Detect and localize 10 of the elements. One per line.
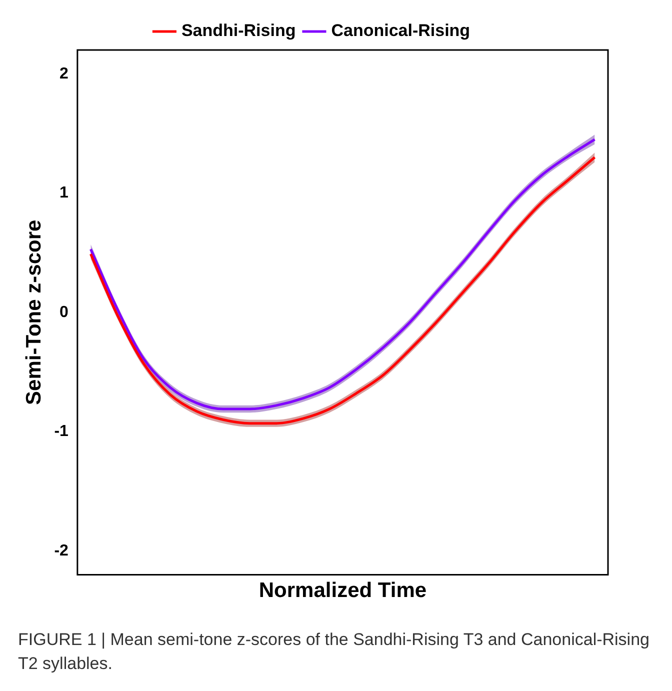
y-tick-label: 2 (60, 65, 69, 82)
caption: FIGURE 1 | Mean semi-tone z-scores of the Sandhi-Rising T3 and Canonical-Rising T2 syllables. (17, 629, 650, 675)
y-tick-label: -1 (54, 423, 69, 440)
y-axis-title: Semi-Tone z-score (22, 220, 46, 405)
y-tick-label: -2 (54, 542, 69, 560)
y-tick-label: 1 (60, 184, 69, 202)
x-axis-title: Normalized Time (258, 579, 427, 602)
legend-label: Sandhi-Rising (181, 21, 296, 40)
y-tick-label: 0 (60, 304, 69, 321)
legend-label: Canonical-Rising (331, 21, 470, 40)
